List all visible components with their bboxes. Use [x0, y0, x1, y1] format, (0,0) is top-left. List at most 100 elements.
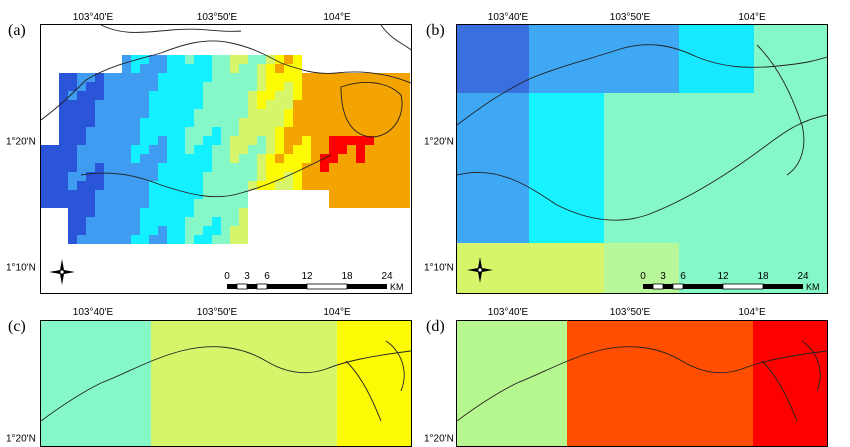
heat-cell: [77, 73, 86, 82]
heat-cell: [122, 163, 131, 172]
grid-map-d: [457, 321, 827, 446]
heat-cell: [176, 118, 185, 127]
heat-cell: [302, 136, 311, 145]
heat-cell: [140, 145, 149, 154]
heat-cell: [248, 91, 257, 100]
heat-cell: [374, 73, 383, 82]
heat-cell: [320, 118, 329, 127]
heat-cell: [221, 190, 230, 199]
heat-cell: [167, 82, 176, 91]
heat-cell: [392, 100, 401, 109]
heat-cell: [311, 109, 320, 118]
heat-cell: [131, 136, 140, 145]
heat-cell: [248, 163, 257, 172]
heat-cell: [365, 145, 374, 154]
heat-cell: [329, 199, 338, 208]
heat-cell: [131, 127, 140, 136]
heat-cell: [86, 172, 95, 181]
heat-cell: [176, 172, 185, 181]
heat-cell: [302, 91, 311, 100]
heat-cell: [77, 217, 86, 226]
heat-cell: [266, 82, 275, 91]
heat-cell: [284, 145, 293, 154]
heat-cell: [356, 127, 365, 136]
heat-cell: [68, 190, 77, 199]
heat-cell: [239, 235, 248, 244]
heat-cell: [113, 91, 122, 100]
heat-cell: [140, 64, 149, 73]
heat-cell: [293, 73, 302, 82]
heat-cell: [221, 118, 230, 127]
heat-cell: [194, 226, 203, 235]
heat-cell: [176, 154, 185, 163]
lat-tick-b-1: 1°20'N: [424, 136, 454, 148]
heat-cell: [86, 208, 95, 217]
heat-cell: [356, 154, 365, 163]
heat-cell: [356, 136, 365, 145]
heat-cell: [50, 190, 59, 199]
heat-cell: [185, 235, 194, 244]
heat-cell: [50, 154, 59, 163]
heat-cell: [212, 226, 221, 235]
heat-cell: [383, 73, 392, 82]
heat-cell: [329, 109, 338, 118]
heat-cell: [365, 73, 374, 82]
heat-cell: [158, 118, 167, 127]
heat-cell: [176, 199, 185, 208]
heat-cell: [221, 226, 230, 235]
heat-cell: [158, 199, 167, 208]
heat-cell: [158, 217, 167, 226]
heat-cell: [230, 82, 239, 91]
heat-cell: [248, 172, 257, 181]
heat-cell: [140, 181, 149, 190]
heat-cell: [257, 154, 266, 163]
heat-cell: [203, 109, 212, 118]
heat-cell: [401, 163, 410, 172]
heat-cell: [86, 199, 95, 208]
heat-cell: [149, 127, 158, 136]
heat-cell: [356, 91, 365, 100]
heat-cell: [86, 82, 95, 91]
heat-cell: [275, 118, 284, 127]
scale-tick-0: 0: [640, 271, 646, 282]
heat-cell: [275, 73, 284, 82]
heat-cell: [302, 181, 311, 190]
heat-cell: [266, 181, 275, 190]
heat-cell: [122, 127, 131, 136]
heat-cell: [356, 181, 365, 190]
heat-cell: [284, 91, 293, 100]
heat-cell: [122, 208, 131, 217]
heat-cell: [401, 82, 410, 91]
heat-cell: [68, 217, 77, 226]
heat-cell: [185, 100, 194, 109]
heat-cell: [374, 82, 383, 91]
heat-cell: [302, 73, 311, 82]
heat-cell: [275, 181, 284, 190]
heat-cell: [158, 82, 167, 91]
heat-cell: [95, 100, 104, 109]
heat-cell: [149, 208, 158, 217]
heat-cell: [203, 145, 212, 154]
scale-tick-12: 12: [717, 271, 729, 282]
heat-cell: [77, 118, 86, 127]
heat-cell: [284, 118, 293, 127]
heat-cell: [383, 163, 392, 172]
heat-cell: [257, 136, 266, 145]
heat-cell: [158, 55, 167, 64]
heat-cell: [320, 100, 329, 109]
heat-cell: [230, 55, 239, 64]
heat-cell: [212, 199, 221, 208]
heat-cell: [122, 118, 131, 127]
heat-cell: [167, 55, 176, 64]
heat-cell: [194, 109, 203, 118]
heat-cell: [104, 109, 113, 118]
heat-cell: [194, 91, 203, 100]
heat-cell: [104, 100, 113, 109]
heat-cell: [158, 64, 167, 73]
lon-tick-d-2: 103°50'E: [609, 307, 651, 318]
heat-cell: [212, 154, 221, 163]
heat-cell: [257, 109, 266, 118]
heat-cell: [239, 109, 248, 118]
scale-tick-18: 18: [757, 271, 769, 282]
heat-cell: [59, 109, 68, 118]
